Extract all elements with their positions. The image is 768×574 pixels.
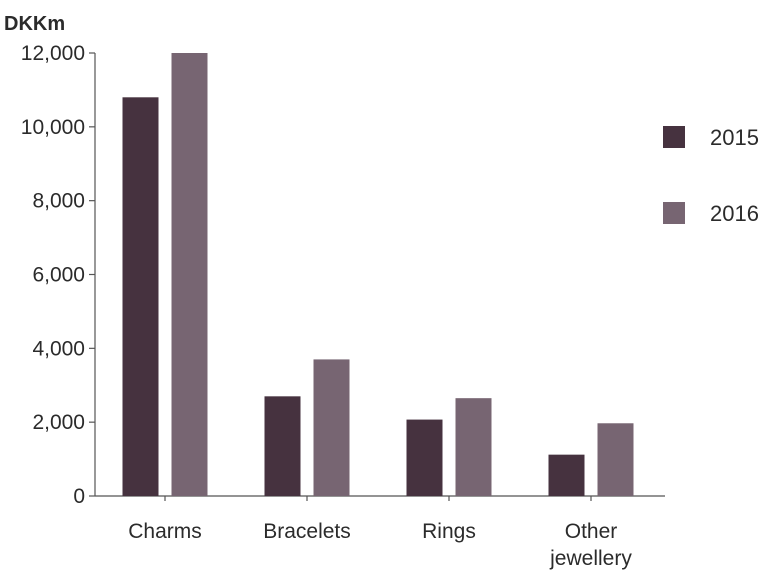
bar-2016-0	[171, 53, 208, 496]
bar-2015-2	[406, 419, 443, 496]
x-tick-label: Charms	[128, 520, 202, 543]
x-tick-label: Bracelets	[263, 520, 351, 543]
x-tick-label: Other	[565, 520, 618, 543]
bar-2015-3	[548, 454, 585, 496]
y-tick-label: 10,000	[21, 116, 85, 139]
bar-2016-3	[597, 423, 634, 496]
x-tick-label: jewellery	[549, 547, 632, 570]
bar-2015-0	[122, 97, 159, 497]
y-tick-label: 12,000	[21, 42, 85, 65]
y-tick-label: 6,000	[32, 264, 85, 287]
y-tick-label: 4,000	[32, 337, 85, 360]
unit-label: DKKm	[4, 13, 65, 35]
bar-2015-1	[264, 396, 301, 496]
y-tick-label: 0	[73, 485, 85, 508]
x-tick-label: Rings	[422, 520, 476, 543]
bar-2016-1	[313, 359, 350, 496]
bar-2016-2	[455, 398, 492, 496]
legend-label: 2016	[710, 201, 759, 226]
legend-label: 2015	[710, 125, 759, 150]
legend: 2015 2016	[663, 125, 759, 226]
legend-swatch-2016	[663, 202, 685, 224]
axes: 0 2,000 4,000 6,000 8,000 10,000 12,000 Charms B…	[21, 42, 665, 570]
bars	[122, 53, 634, 497]
legend-swatch-2015	[663, 126, 685, 148]
y-tick-label: 2,000	[32, 411, 85, 434]
y-tick-label: 8,000	[32, 190, 85, 213]
